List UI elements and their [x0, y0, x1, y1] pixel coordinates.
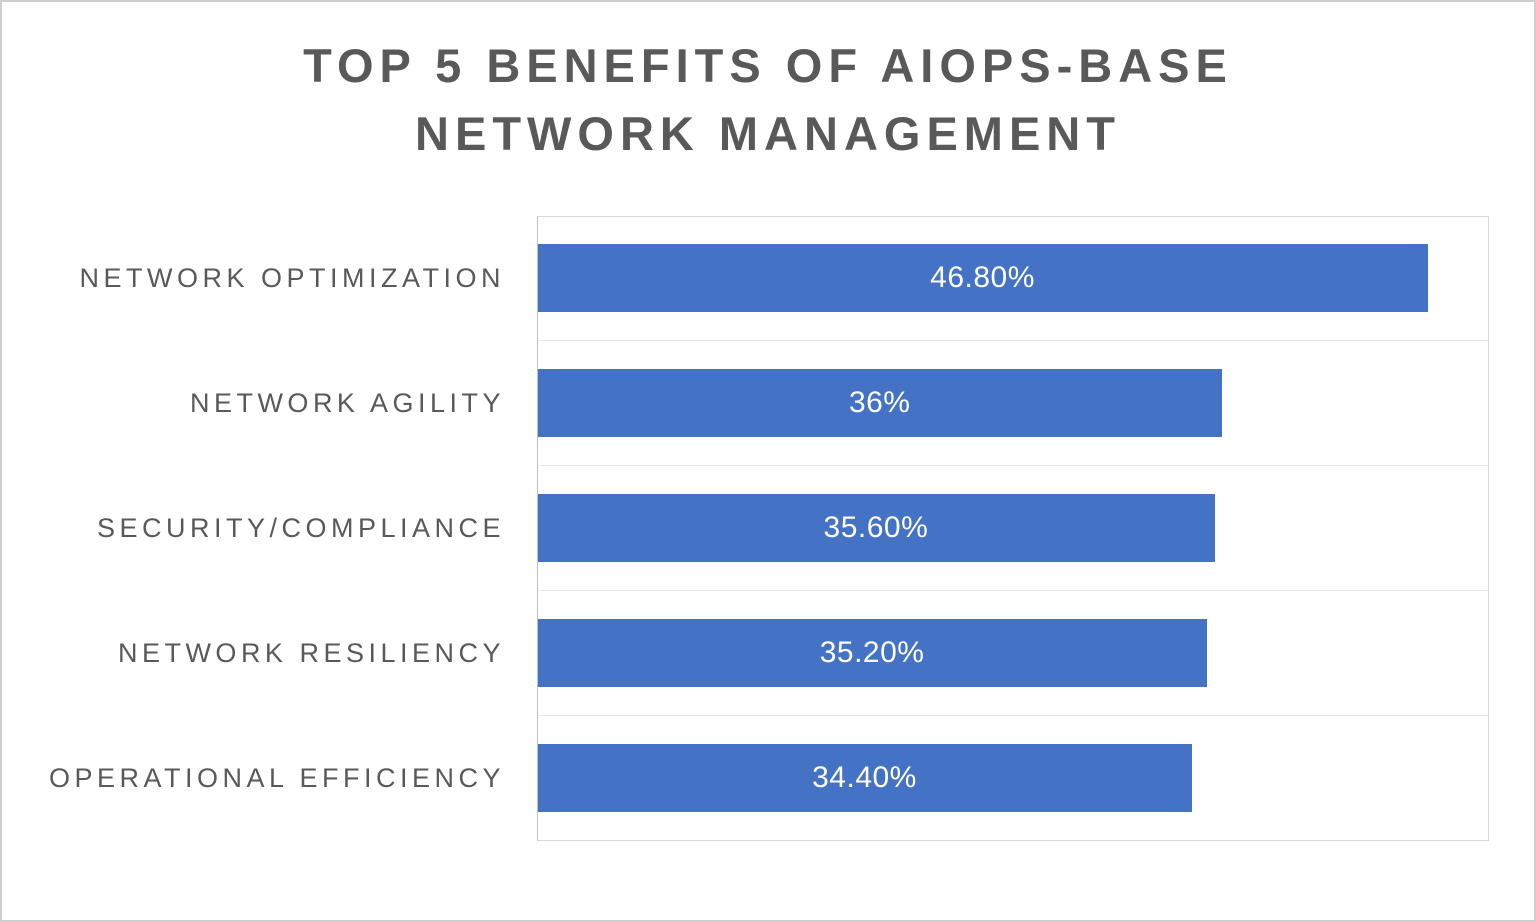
category-label: SECURITY/COMPLIANCE — [96, 513, 505, 544]
category-label: OPERATIONAL EFFICIENCY — [48, 763, 505, 794]
bar-track: 35.60% — [537, 466, 1489, 592]
bar: 34.40% — [537, 744, 1192, 813]
bar: 35.20% — [537, 619, 1208, 688]
chart-title-line-2: NETWORK MANAGEMENT — [415, 107, 1121, 161]
bar-track: 35.20% — [537, 591, 1489, 717]
bar-track: 36% — [537, 341, 1489, 467]
bar-row: NETWORK AGILITY 36% — [2, 341, 1534, 467]
bar-row: OPERATIONAL EFFICIENCY 34.40% — [2, 716, 1534, 842]
plot-area: NETWORK OPTIMIZATION 46.80% NETWORK AGIL… — [2, 216, 1534, 842]
bar-value-label: 34.40% — [812, 761, 917, 795]
bar: 46.80% — [537, 244, 1429, 313]
bar-value-label: 35.20% — [819, 636, 925, 670]
bar-row: NETWORK RESILIENCY 35.20% — [2, 591, 1534, 717]
bar-track: 34.40% — [537, 716, 1489, 842]
bar-row: NETWORK OPTIMIZATION 46.80% — [2, 216, 1534, 342]
bar-row: SECURITY/COMPLIANCE 35.60% — [2, 466, 1534, 592]
bar-track: 46.80% — [537, 216, 1489, 342]
category-label: NETWORK RESILIENCY — [117, 638, 505, 669]
bar-value-label: 35.60% — [823, 511, 929, 545]
bar-value-label: 36% — [848, 386, 911, 420]
category-label: NETWORK OPTIMIZATION — [79, 263, 505, 294]
category-label: NETWORK AGILITY — [189, 388, 505, 419]
bar-rows: NETWORK OPTIMIZATION 46.80% NETWORK AGIL… — [2, 216, 1534, 842]
bar: 35.60% — [537, 494, 1215, 563]
bar-value-label: 46.80% — [930, 261, 1035, 295]
chart-title: TOP 5 BENEFITS OF AIOPS-BASE NETWORK MAN… — [2, 32, 1534, 168]
bar: 36% — [537, 369, 1223, 438]
chart-title-line-1: TOP 5 BENEFITS OF AIOPS-BASE — [303, 39, 1233, 92]
